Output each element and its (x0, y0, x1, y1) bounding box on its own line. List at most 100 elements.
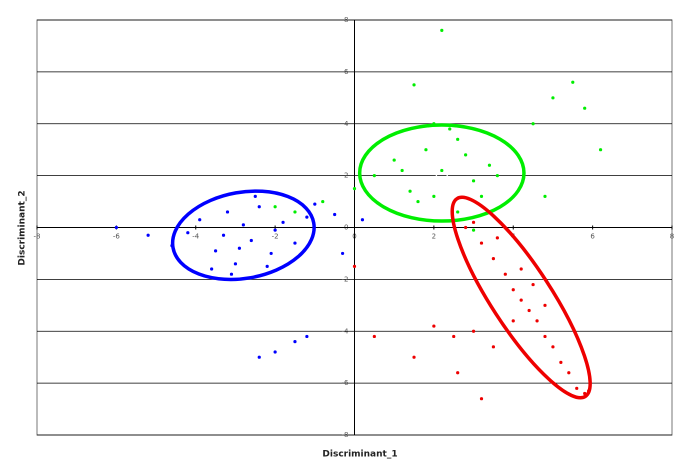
y-tick-label: -6 (342, 379, 350, 387)
y-tick-label: -4 (342, 327, 350, 335)
cluster-ellipse (357, 123, 526, 223)
y-tick-label: -8 (342, 431, 349, 439)
point (241, 223, 245, 227)
point (479, 397, 484, 401)
point (471, 329, 476, 333)
x-tick-label: -2 (272, 233, 279, 241)
y-axis-title: Discriminant_2 (18, 190, 28, 265)
point (412, 355, 416, 359)
point (293, 340, 297, 344)
x-tick-label: 8 (670, 233, 674, 241)
point (305, 334, 309, 339)
point (424, 148, 428, 152)
point (440, 168, 444, 173)
point (598, 148, 603, 152)
point (527, 308, 531, 313)
point (535, 319, 539, 323)
point (464, 153, 468, 157)
point (519, 298, 523, 302)
point (543, 194, 547, 198)
y-tick-label: 2 (344, 172, 348, 180)
point (186, 231, 190, 235)
point (305, 215, 309, 219)
y-tick-label: 4 (344, 120, 349, 128)
point (432, 324, 436, 328)
point (237, 246, 242, 250)
x-tick-label: 2 (432, 233, 436, 241)
point (372, 174, 376, 178)
point (551, 96, 555, 100)
point (511, 319, 515, 323)
point (146, 233, 150, 237)
point (360, 218, 365, 222)
point (340, 251, 345, 256)
point (519, 267, 523, 271)
point (213, 249, 218, 253)
point (479, 241, 484, 245)
point (452, 334, 456, 339)
point (575, 386, 579, 390)
point (225, 210, 230, 214)
point (456, 210, 460, 214)
point (543, 303, 547, 307)
point (471, 220, 476, 224)
point (448, 127, 452, 131)
point (281, 220, 285, 224)
cluster-ellipse (170, 189, 316, 282)
point (567, 371, 571, 375)
point (233, 262, 238, 266)
x-tick-label: 6 (590, 233, 595, 241)
point (249, 238, 253, 243)
point (198, 218, 202, 222)
point (491, 345, 496, 349)
x-tick-label: -4 (192, 233, 200, 241)
point (559, 360, 563, 364)
centroid (236, 228, 250, 242)
point (491, 257, 496, 261)
point (210, 267, 214, 271)
point (511, 288, 515, 292)
point (253, 194, 257, 198)
point (372, 334, 376, 339)
point (221, 233, 226, 237)
point (471, 228, 476, 232)
point (464, 225, 468, 230)
point (352, 264, 357, 269)
point (531, 122, 535, 126)
centroid (435, 166, 449, 180)
point (503, 272, 507, 276)
point (229, 272, 234, 276)
x-tick-label: -6 (113, 233, 121, 241)
point (273, 228, 277, 232)
point (543, 334, 547, 339)
point (471, 179, 476, 183)
y-tick-label: -2 (342, 275, 349, 283)
x-tick-label: -8 (34, 233, 41, 241)
y-tick-label: 8 (344, 16, 348, 24)
point (257, 205, 261, 209)
point (495, 236, 499, 240)
point (456, 371, 460, 375)
point (114, 225, 118, 230)
point (273, 350, 277, 354)
point (392, 158, 396, 162)
point (269, 251, 273, 256)
point (408, 189, 412, 193)
point (551, 345, 555, 349)
point (479, 194, 484, 198)
point (531, 282, 535, 287)
point (412, 83, 416, 87)
point (432, 194, 436, 198)
point (273, 205, 277, 209)
point (257, 355, 261, 359)
point (495, 174, 499, 178)
point (293, 210, 297, 214)
point (293, 241, 297, 245)
point (313, 202, 317, 206)
y-tick-label: 6 (344, 68, 349, 76)
point (352, 186, 357, 191)
point (333, 212, 337, 217)
point (583, 106, 587, 110)
point (456, 137, 460, 141)
